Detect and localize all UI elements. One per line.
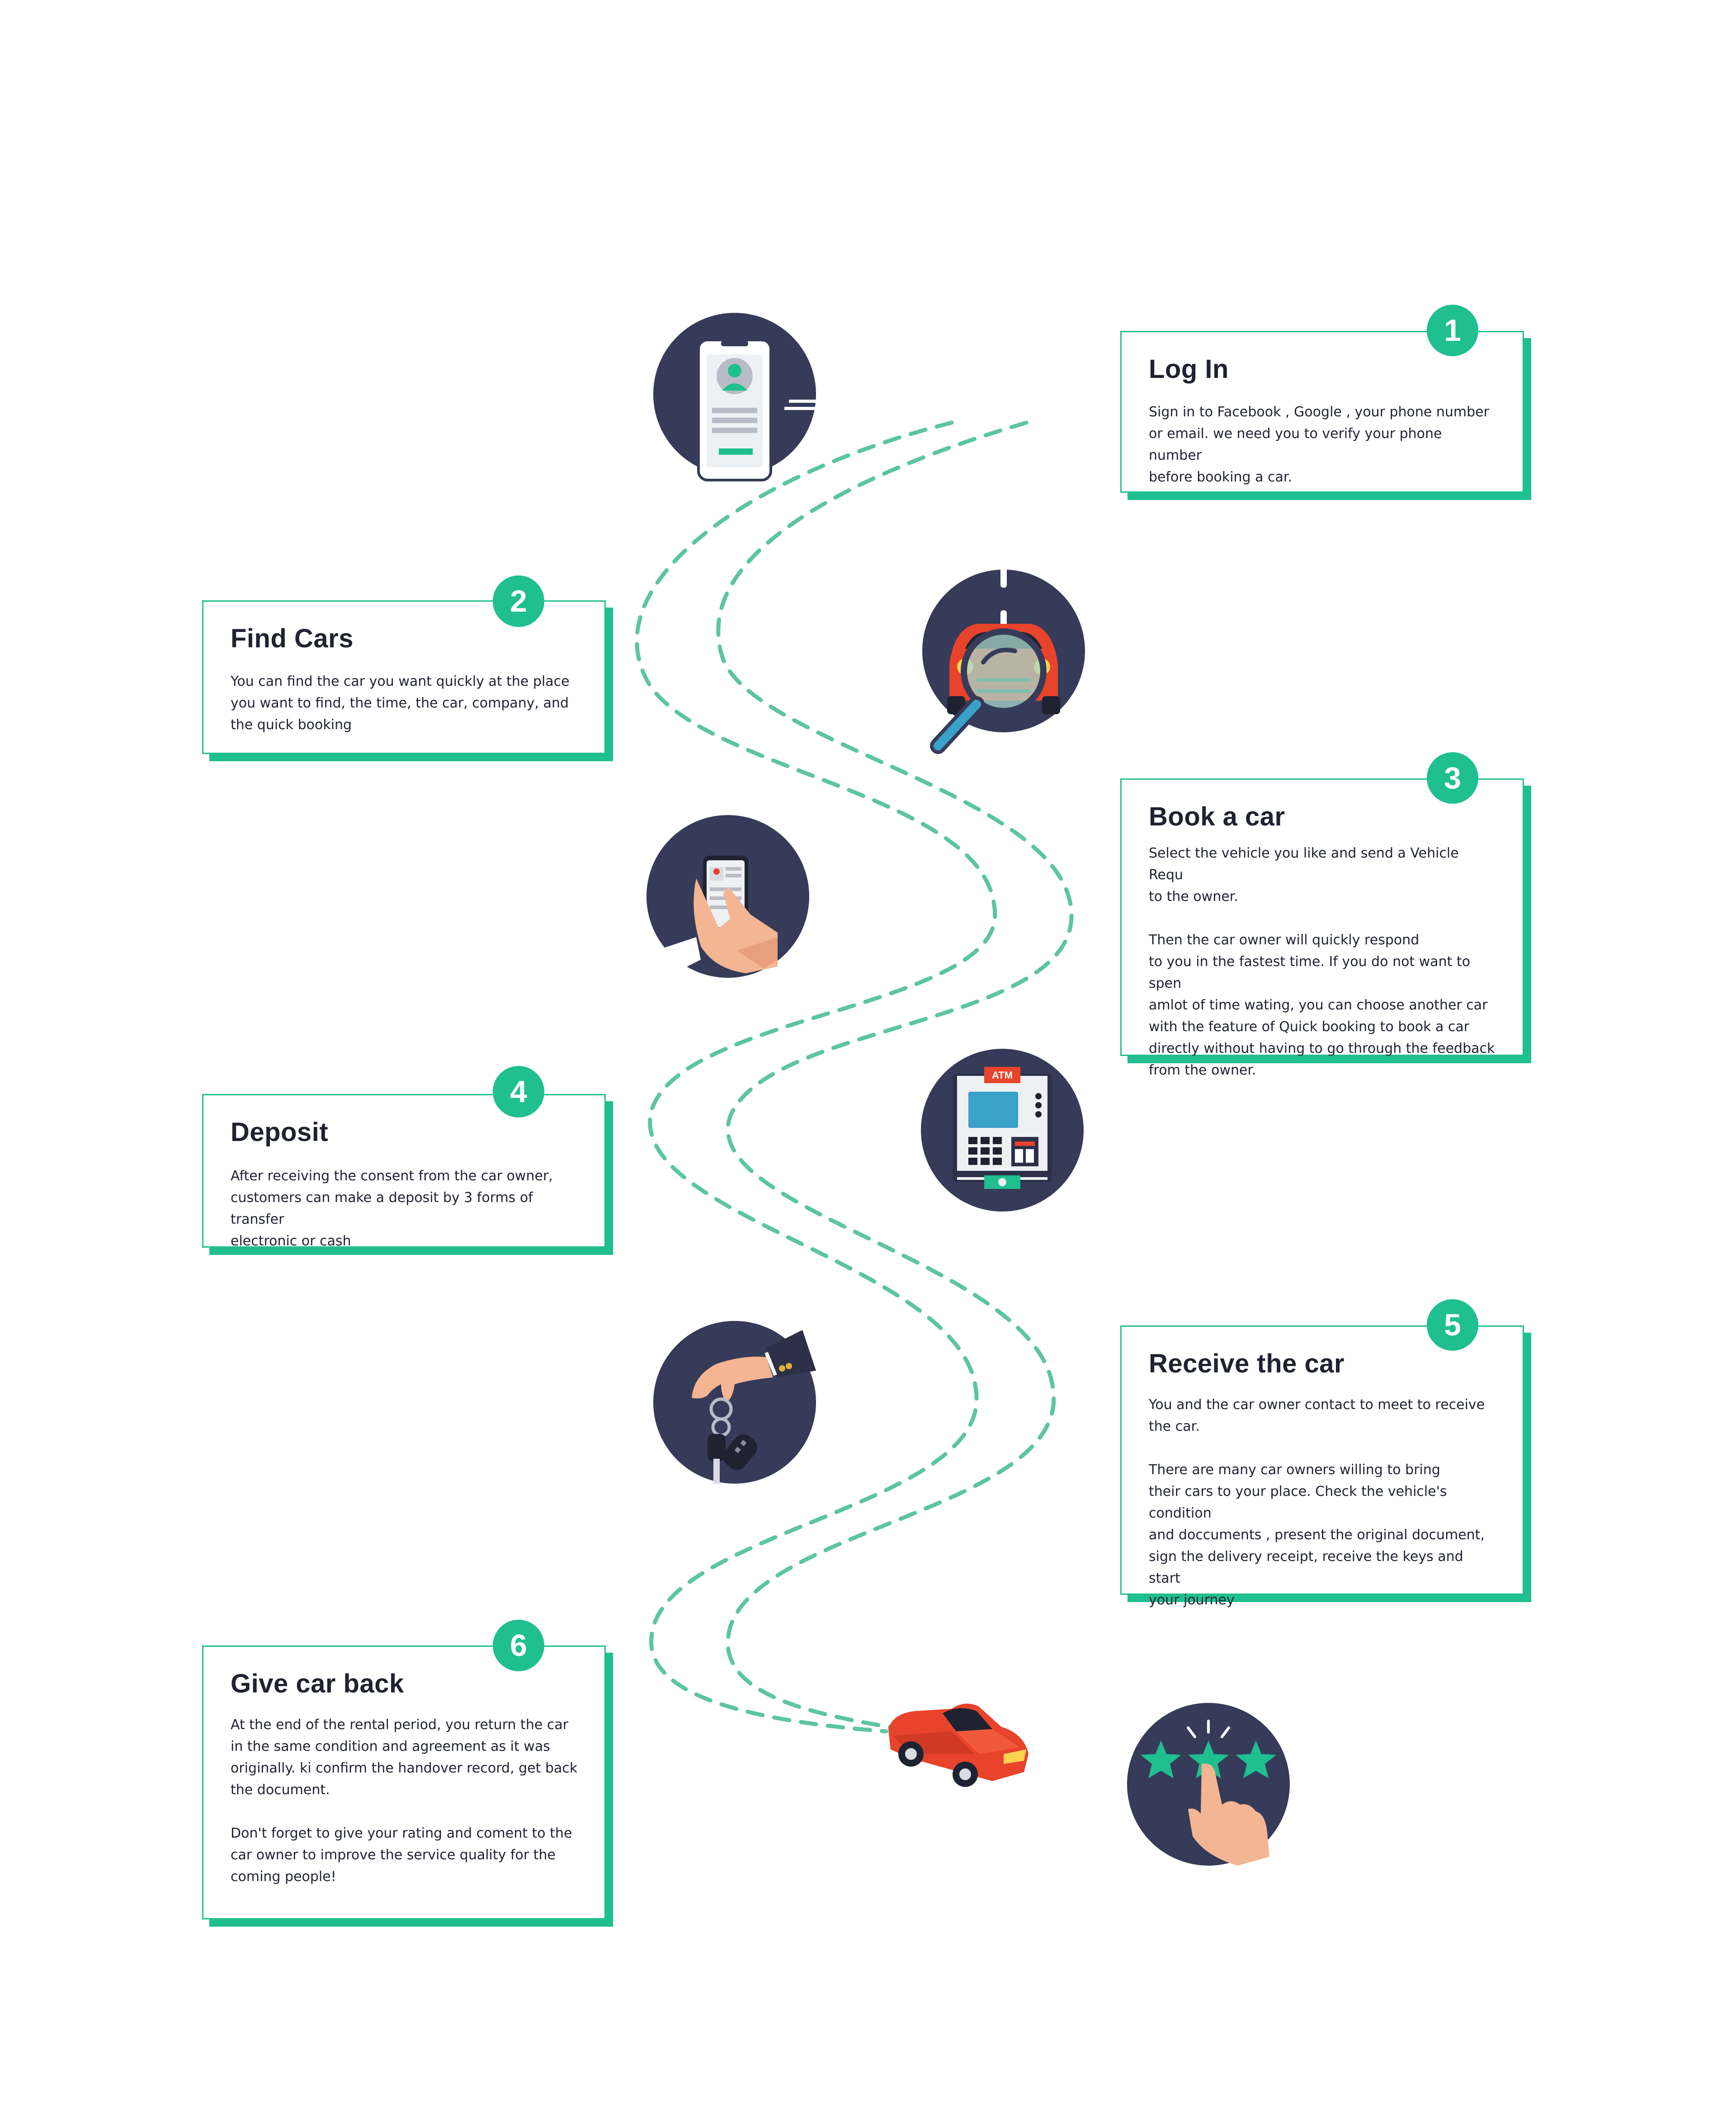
step-number-badge: 1 (1427, 305, 1478, 356)
step-number-badge: 3 (1427, 752, 1478, 804)
atm-label: ATM (992, 1070, 1013, 1081)
step-card-receive-the-car: Receive the car You and the car owner co… (1120, 1325, 1524, 1608)
step-card-book-a-car: Book a car Select the vehicle you like a… (1120, 778, 1524, 1078)
phone-profile-icon (653, 313, 816, 481)
step-description: You and the car owner contact to meet to… (1149, 1397, 1485, 1608)
road-line-right (716, 420, 1074, 1734)
step-card-find-cars: Find Cars You can find the car you want … (202, 600, 606, 754)
step-number-badge: 2 (493, 575, 544, 627)
phone-booking-icon (646, 815, 809, 978)
car-search-icon (922, 561, 1085, 754)
step-card-deposit: Deposit After receiving the consent from… (202, 1094, 606, 1249)
step-description: After receiving the consent from the car… (231, 1168, 553, 1249)
red-car-icon (888, 1703, 1028, 1787)
step-card-log-in: Log In Sign in to Facebook , Google , yo… (1120, 331, 1524, 493)
step-card-give-car-back: Give car back At the end of the rental p… (202, 1645, 606, 1919)
step-description: At the end of the rental period, you ret… (231, 1717, 578, 1885)
step-number-badge: 6 (493, 1620, 544, 1671)
step-title: Receive the car (1149, 1349, 1345, 1378)
atm-icon: ATM (921, 1049, 1084, 1212)
step-title: Give car back (231, 1669, 404, 1698)
step-title: Find Cars (231, 624, 354, 653)
step-number-badge: 5 (1427, 1299, 1478, 1351)
step-title: Book a car (1149, 802, 1285, 831)
step-title: Deposit (231, 1117, 329, 1147)
step-description: Sign in to Facebook , Google , your phon… (1149, 404, 1489, 485)
step-description: You can find the car you want quickly at… (231, 674, 570, 733)
car-keys-icon (653, 1321, 816, 1484)
step-description: Select the vehicle you like and send a V… (1149, 845, 1495, 1078)
step-number-badge: 4 (493, 1066, 544, 1117)
star-rating-icon (1127, 1703, 1290, 1866)
step-title: Log In (1149, 354, 1229, 384)
road-line-left (635, 420, 997, 1734)
